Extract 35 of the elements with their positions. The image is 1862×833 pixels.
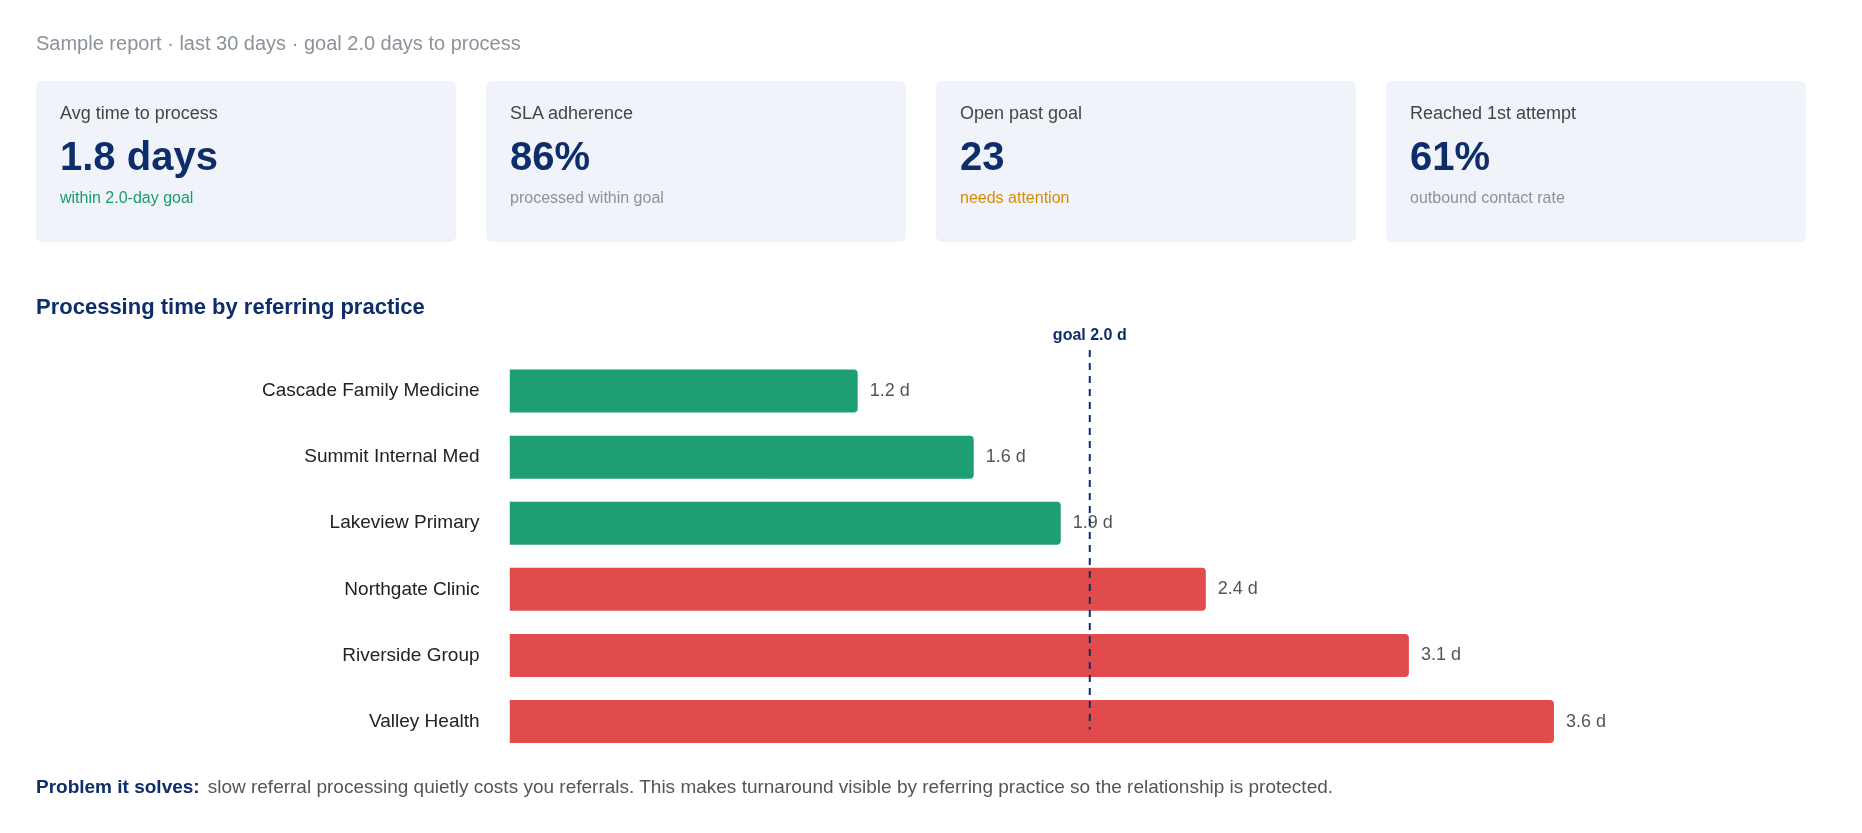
text: 86% bbox=[510, 134, 591, 178]
bar bbox=[509, 435, 974, 479]
data-label: 3.1 d bbox=[1420, 644, 1461, 665]
y-tick-label: Lakeview Primary bbox=[329, 511, 481, 533]
category-label: SLA adherence bbox=[510, 103, 635, 124]
data-label: 1.9 d bbox=[1072, 512, 1113, 533]
y-tick-label: Riverside Group bbox=[342, 643, 480, 665]
text: Processing time by referring practice bbox=[36, 294, 425, 320]
ref-line-label: goal 2.0 d bbox=[1052, 326, 1127, 344]
category-label: Open past goal bbox=[960, 103, 1084, 124]
text: 23 bbox=[960, 134, 1005, 178]
data-label: 2.4 d bbox=[1217, 578, 1258, 599]
text: slow referral processing quietly costs you referrals. This makes turnaround visible by referring practice so the relationship is protected. bbox=[207, 776, 1334, 797]
bar bbox=[509, 633, 1409, 677]
bar bbox=[509, 567, 1206, 611]
bar bbox=[509, 501, 1061, 545]
text: 1.8 days bbox=[60, 134, 218, 178]
text: Problem it solves: bbox=[36, 776, 200, 797]
text: outbound contact rate bbox=[1410, 189, 1566, 207]
text: processed within goal bbox=[510, 189, 665, 207]
text: 61% bbox=[1410, 134, 1491, 178]
text: within 2.0-day goal bbox=[60, 189, 195, 207]
data-label: 1.6 d bbox=[985, 446, 1026, 467]
bar bbox=[509, 369, 858, 413]
y-tick-label: Cascade Family Medicine bbox=[261, 379, 480, 401]
text: needs attention bbox=[960, 189, 1071, 207]
category-label: Reached 1st attempt bbox=[1410, 103, 1578, 124]
bar bbox=[509, 700, 1554, 744]
y-tick-label: Summit Internal Med bbox=[304, 445, 480, 467]
text: Sample report · last 30 days · goal 2.0 days to process bbox=[36, 32, 521, 55]
data-label: 1.2 d bbox=[869, 380, 910, 401]
y-tick-label: Northgate Clinic bbox=[344, 577, 480, 599]
category-label: Avg time to process bbox=[60, 103, 219, 124]
y-tick-label: Valley Health bbox=[368, 709, 480, 731]
data-label: 3.6 d bbox=[1565, 710, 1606, 731]
